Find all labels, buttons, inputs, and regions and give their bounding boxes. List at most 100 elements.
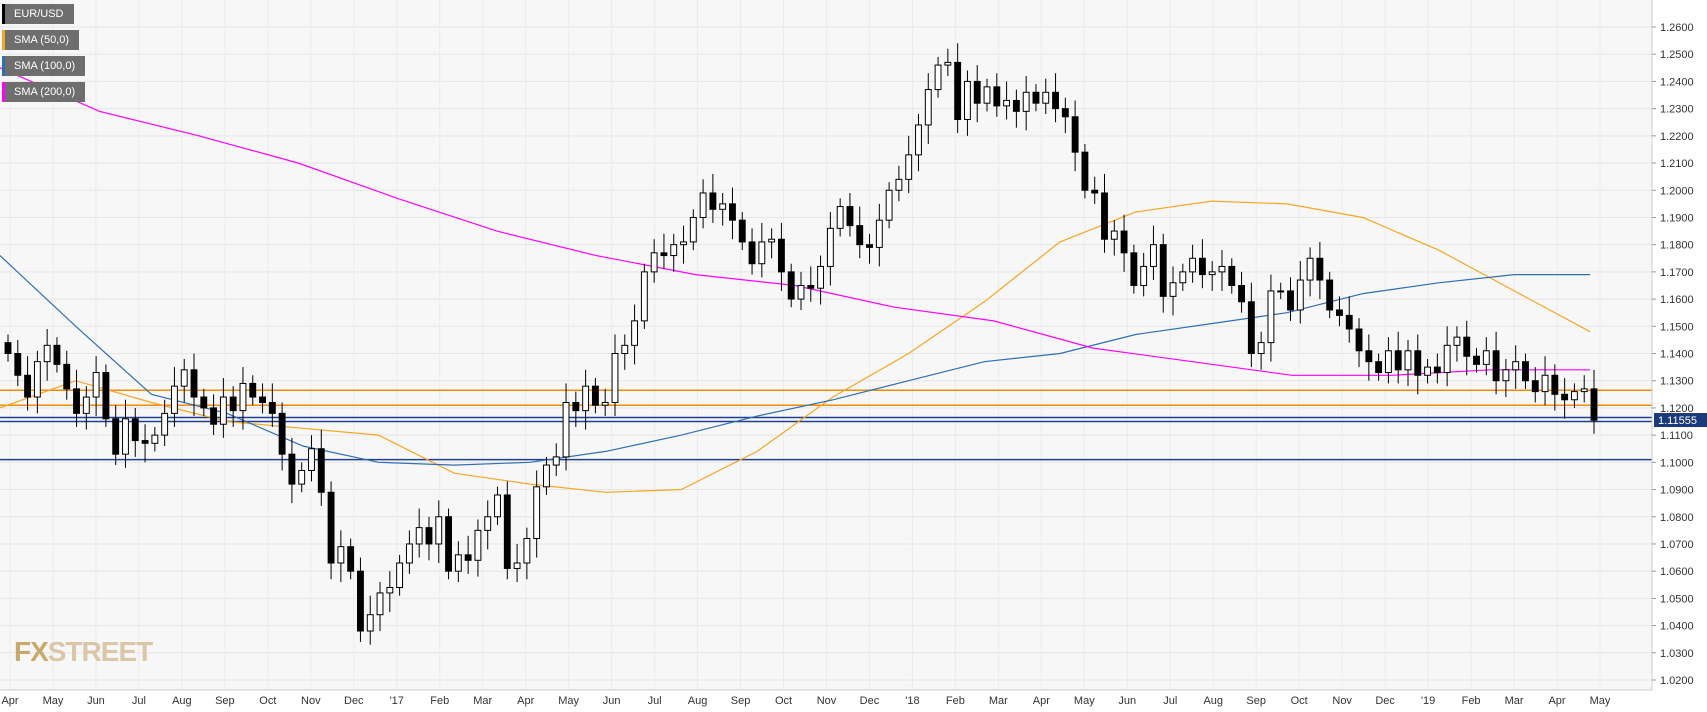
candle-body (347, 546, 355, 572)
candle-body (278, 412, 286, 455)
candle-body (503, 494, 511, 569)
candle-body (680, 241, 687, 246)
x-tick-label: May (558, 695, 579, 707)
candle-body (239, 382, 247, 412)
candle-body (993, 86, 1001, 107)
legend-eurusd[interactable]: EUR/USD (2, 4, 74, 24)
y-tick-label: 1.0300 (1660, 648, 1694, 660)
legend-sma-100[interactable]: SMA (100,0) (2, 56, 86, 76)
candle-body (1247, 301, 1255, 355)
candle-body (1355, 328, 1363, 352)
candle-body (1120, 230, 1128, 254)
candle-body (357, 570, 364, 632)
candle-body (33, 361, 41, 398)
legend-sma-50[interactable]: SMA (50,0) (2, 30, 80, 50)
y-tick-label: 1.0800 (1660, 512, 1694, 524)
x-tick-label: Dec (860, 695, 880, 707)
candle-body (983, 86, 991, 104)
candle-body (1061, 108, 1069, 118)
candle-body (112, 418, 120, 455)
legend-label: SMA (50,0) (14, 34, 70, 46)
candle-body (43, 344, 51, 363)
x-tick-label: Jun (603, 695, 621, 707)
candle-body (915, 124, 922, 156)
candle-body (484, 516, 492, 531)
candle-body (631, 320, 639, 346)
candle-body (219, 396, 227, 425)
candle-body (1512, 361, 1520, 371)
candle-body (1590, 388, 1598, 421)
candle-body (1404, 350, 1412, 371)
y-tick-label: 1.2300 (1660, 104, 1694, 116)
candle-body (1473, 355, 1480, 365)
legend-label: SMA (100,0) (14, 60, 76, 72)
candle-body (650, 252, 658, 273)
candle-body (1384, 350, 1392, 374)
candle-body (425, 527, 433, 545)
candle-body (1081, 151, 1089, 191)
candle-body (464, 554, 472, 561)
candle-body (1531, 380, 1539, 393)
candle-body (963, 80, 971, 121)
candle-body (1101, 192, 1108, 240)
candle-body (1414, 350, 1422, 376)
candle-body (905, 154, 913, 180)
last-price-tag: 1.11555 (1654, 413, 1707, 428)
x-tick-label: Apr (1, 695, 18, 707)
candle-body (24, 374, 32, 398)
candle-body (768, 238, 776, 243)
x-tick-label: Mar (989, 695, 1008, 707)
candle-body (386, 586, 394, 594)
candle-body (1159, 244, 1167, 297)
y-tick-label: 1.1600 (1660, 294, 1694, 306)
candle-body (689, 216, 697, 243)
x-tick-label: Feb (430, 695, 449, 707)
candle-body (190, 369, 198, 398)
x-tick-label: Jul (1163, 695, 1177, 707)
fxstreet-logo: FXSTREET (14, 636, 153, 668)
candle-body (1150, 244, 1157, 267)
legend-sma-200[interactable]: SMA (200,0) (2, 82, 86, 102)
candle-body (210, 407, 218, 425)
candle-body (53, 344, 61, 365)
candle-body (259, 396, 266, 403)
x-tick-label: Feb (946, 695, 965, 707)
candle-body (1296, 279, 1304, 311)
x-tick-label: Dec (344, 695, 364, 707)
x-tick-label: Dec (1375, 695, 1395, 707)
legend: EUR/USD SMA (50,0) SMA (100,0) SMA (200,… (2, 4, 86, 108)
candle-body (601, 401, 609, 406)
candle-body (591, 385, 599, 406)
candle-body (396, 562, 404, 588)
candle-body (543, 464, 550, 488)
candle-body (131, 418, 139, 442)
x-tick-label: '17 (390, 695, 404, 707)
candle-body (1482, 350, 1490, 365)
x-tick-label: Sep (215, 695, 235, 707)
candle-body (924, 89, 932, 126)
candle-body (1336, 309, 1343, 316)
candle-body (572, 401, 580, 412)
candle-body (1130, 252, 1138, 286)
x-tick-label: '19 (1421, 695, 1435, 707)
x-tick-label: Feb (1462, 695, 1481, 707)
candle-body (288, 453, 296, 485)
candle-body (1091, 189, 1099, 194)
candle-body (122, 418, 129, 455)
candle-body (934, 64, 942, 91)
y-tick-label: 1.1000 (1660, 457, 1694, 469)
candle-body (229, 396, 237, 412)
candle-body (1052, 91, 1059, 110)
candle-body (73, 388, 80, 414)
y-tick-label: 1.1400 (1660, 349, 1694, 361)
candle-body (513, 562, 521, 569)
x-tick-label: Oct (775, 695, 792, 707)
candle-body (670, 244, 678, 257)
candle-body (640, 271, 648, 322)
x-tick-label: May (1074, 695, 1095, 707)
candle-body (729, 203, 736, 221)
candle-body (552, 456, 560, 466)
candle-body (1443, 344, 1451, 374)
horizontal-levels (0, 389, 1652, 461)
x-tick-label: Jun (1118, 695, 1136, 707)
